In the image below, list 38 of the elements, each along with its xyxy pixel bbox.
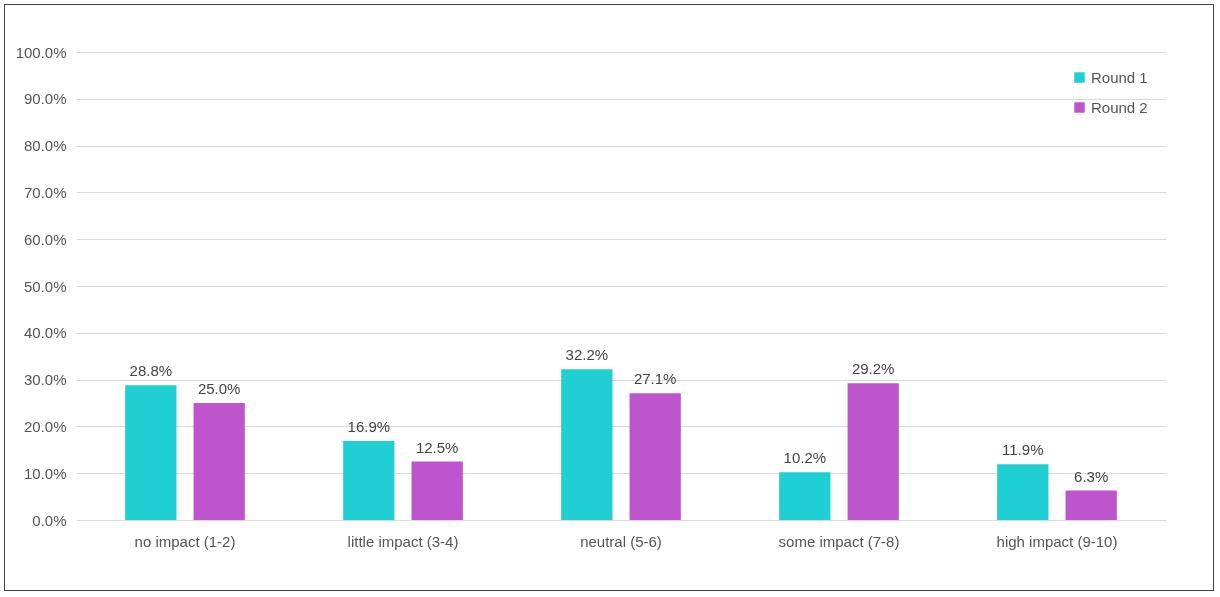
y-tick-label: 40.0%	[23, 324, 67, 342]
bar	[847, 383, 899, 520]
bar	[629, 393, 681, 520]
bar	[1065, 490, 1117, 520]
y-tick-label: 90.0%	[23, 90, 67, 108]
y-tick-label: 30.0%	[23, 371, 67, 389]
x-tick-label: neutral (5-6)	[580, 532, 662, 550]
bar	[193, 403, 245, 520]
data-label: 25.0%	[197, 380, 241, 397]
x-tick-label: some impact (7-8)	[778, 532, 900, 550]
data-label: 28.8%	[129, 362, 173, 380]
legend-label: Round 1	[1091, 68, 1148, 86]
y-tick-label: 80.0%	[23, 137, 67, 155]
bar	[125, 385, 177, 520]
data-label: 32.2%	[565, 346, 609, 364]
data-label: 6.3%	[1074, 467, 1109, 485]
legend-label: Round 2	[1091, 98, 1148, 116]
bar	[779, 472, 831, 520]
data-label: 12.5%	[415, 438, 459, 456]
x-tick-label: no impact (1-2)	[134, 532, 236, 550]
data-label: 27.1%	[633, 370, 677, 388]
data-label: 10.2%	[783, 449, 827, 467]
bar	[343, 440, 395, 520]
data-label: 11.9%	[1002, 441, 1044, 459]
y-tick-label: 50.0%	[23, 277, 67, 295]
bar	[411, 461, 463, 520]
y-tick-label: 20.0%	[23, 417, 67, 435]
bar	[561, 369, 613, 520]
y-tick-label: 10.0%	[23, 464, 67, 482]
bar	[997, 464, 1049, 520]
y-tick-label: 70.0%	[23, 183, 67, 201]
data-label: 29.2%	[851, 360, 895, 378]
x-tick-label: high impact (9-10)	[996, 532, 1118, 550]
y-tick-label: 60.0%	[23, 230, 67, 248]
data-label: 16.9%	[347, 417, 391, 435]
x-tick-label: little impact (3-4)	[347, 532, 459, 550]
y-tick-label: 100.0%	[15, 43, 67, 61]
y-tick-label: 0.0%	[32, 511, 67, 529]
